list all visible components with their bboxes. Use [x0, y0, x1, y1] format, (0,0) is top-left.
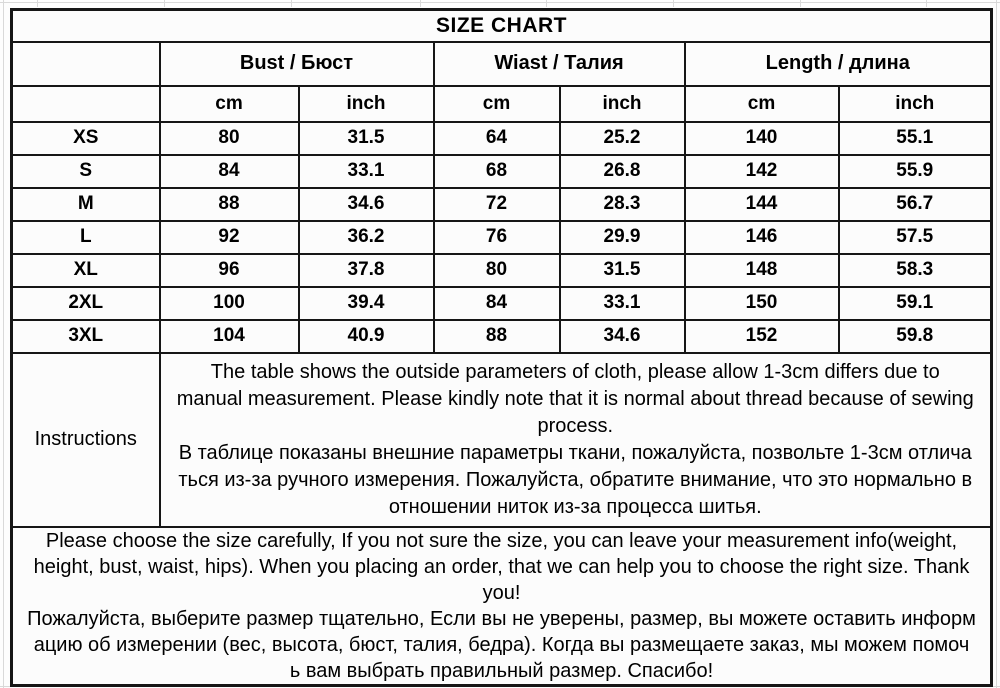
cell-value: 31.5	[297, 120, 435, 156]
cell-value: 56.7	[837, 186, 993, 222]
cell-value: 72	[432, 186, 561, 222]
cell-value: 140	[683, 120, 840, 156]
cell-value: 84	[432, 285, 561, 321]
size-label: S	[10, 153, 161, 189]
unit-header-bust-cm: cm	[158, 84, 300, 123]
cell-value: 88	[432, 318, 561, 354]
size-chart-table: SIZE CHART Bust / Бюст Wiast / Талия Len…	[10, 8, 994, 687]
cell-value: 57.5	[837, 219, 993, 255]
cell-value: 34.6	[297, 186, 435, 222]
cell-value: 80	[432, 252, 561, 288]
table-row: 3XL 104 40.9 88 34.6 152 59.8	[10, 318, 993, 354]
footer-line: ацию об измерении (вес, высота, бюст, та…	[33, 633, 970, 656]
size-label: 3XL	[10, 318, 161, 354]
table-row: XS 80 31.5 64 25.2 140 55.1	[10, 120, 993, 156]
cell-value: 36.2	[297, 219, 435, 255]
size-label: XS	[10, 120, 161, 156]
spreadsheet-gridline	[800, 0, 801, 7]
spreadsheet-gridline	[291, 0, 292, 7]
instructions-line: manual measurement. Please kindly note t…	[176, 387, 974, 410]
spreadsheet-gridline	[37, 0, 38, 7]
instructions-line: В таблице показаны внешние параметры тка…	[178, 441, 972, 464]
instructions-line: ться из-за ручного измерения. Пожалуйста…	[178, 468, 973, 491]
spreadsheet-gridline	[926, 0, 927, 7]
cell-value: 144	[683, 186, 840, 222]
cell-value: 68	[432, 153, 561, 189]
cell-value: 25.2	[558, 120, 686, 156]
footer-note: Please choose the size carefully, If you…	[10, 525, 993, 686]
instructions-line: The table shows the outside parameters o…	[210, 360, 940, 383]
instructions-line: process.	[537, 414, 614, 437]
blank-cell	[10, 84, 161, 123]
size-label: L	[10, 219, 161, 255]
cell-value: 55.1	[837, 120, 993, 156]
cell-value: 150	[683, 285, 840, 321]
unit-header-waist-cm: cm	[432, 84, 561, 123]
cell-value: 104	[158, 318, 300, 354]
footer-line: ь вам выбрать правильный размер. Спасибо…	[289, 659, 714, 682]
table-row: XL 96 37.8 80 31.5 148 58.3	[10, 252, 993, 288]
cell-value: 76	[432, 219, 561, 255]
cell-value: 58.3	[837, 252, 993, 288]
column-group-waist: Wiast / Талия	[432, 40, 686, 87]
cell-value: 59.8	[837, 318, 993, 354]
table-row: L 92 36.2 76 29.9 146 57.5	[10, 219, 993, 255]
column-group-length: Length / длина	[683, 40, 993, 87]
footer-line: Please choose the size carefully, If you…	[45, 529, 958, 552]
cell-value: 92	[158, 219, 300, 255]
instructions-line: отношении ниток из-за процесса шитья.	[388, 495, 762, 518]
size-label: 2XL	[10, 285, 161, 321]
cell-value: 142	[683, 153, 840, 189]
cell-value: 88	[158, 186, 300, 222]
table-row: S 84 33.1 68 26.8 142 55.9	[10, 153, 993, 189]
cell-value: 84	[158, 153, 300, 189]
cell-value: 100	[158, 285, 300, 321]
cell-value: 29.9	[558, 219, 686, 255]
spreadsheet-gridline	[0, 2, 1000, 3]
cell-value: 39.4	[297, 285, 435, 321]
corner-blank-cell	[10, 40, 161, 87]
instructions-text: The table shows the outside parameters o…	[158, 351, 993, 528]
spreadsheet-gridline	[673, 0, 674, 7]
unit-header-length-inch: inch	[837, 84, 993, 123]
cell-value: 31.5	[558, 252, 686, 288]
table-row: M 88 34.6 72 28.3 144 56.7	[10, 186, 993, 222]
unit-header-bust-inch: inch	[297, 84, 435, 123]
cell-value: 33.1	[558, 285, 686, 321]
cell-value: 26.8	[558, 153, 686, 189]
cell-value: 40.9	[297, 318, 435, 354]
size-label: XL	[10, 252, 161, 288]
cell-value: 37.8	[297, 252, 435, 288]
spreadsheet-gridline	[0, 686, 1000, 687]
table-row: 2XL 100 39.4 84 33.1 150 59.1	[10, 285, 993, 321]
spreadsheet-gridline	[3, 0, 4, 688]
spreadsheet-gridline	[420, 0, 421, 7]
footer-line: Пожалуйста, выберите размер тщательно, Е…	[27, 607, 976, 630]
spreadsheet-gridline	[996, 0, 997, 688]
cell-value: 96	[158, 252, 300, 288]
cell-value: 80	[158, 120, 300, 156]
cell-value: 34.6	[558, 318, 686, 354]
cell-value: 28.3	[558, 186, 686, 222]
cell-value: 64	[432, 120, 561, 156]
spreadsheet-gridline	[164, 0, 165, 7]
cell-value: 146	[683, 219, 840, 255]
unit-header-waist-inch: inch	[558, 84, 686, 123]
cell-value: 148	[683, 252, 840, 288]
cell-value: 33.1	[297, 153, 435, 189]
cell-value: 59.1	[837, 285, 993, 321]
footer-line: you!	[482, 581, 521, 604]
size-label: M	[10, 186, 161, 222]
page-title: SIZE CHART	[10, 8, 993, 43]
cell-value: 55.9	[837, 153, 993, 189]
footer-line: height, bust, waist, hips). When you pla…	[33, 555, 970, 578]
instructions-label: Instructions	[10, 351, 161, 528]
cell-value: 152	[683, 318, 840, 354]
column-group-bust: Bust / Бюст	[158, 40, 435, 87]
spreadsheet-gridline	[546, 0, 547, 7]
unit-header-length-cm: cm	[683, 84, 840, 123]
